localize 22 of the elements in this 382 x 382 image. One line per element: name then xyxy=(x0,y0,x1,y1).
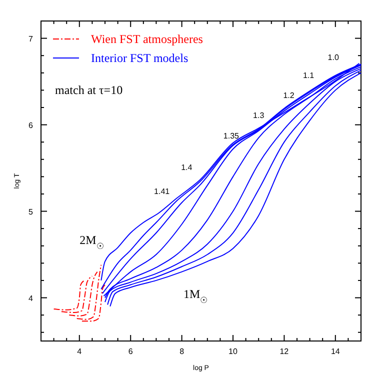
x-tick-label: 8 xyxy=(180,347,185,356)
y-tick-label: 7 xyxy=(28,34,34,44)
annotation: 1.35 xyxy=(223,132,240,141)
legend-label: Interior FST models xyxy=(91,51,188,65)
annotation: 1.41 xyxy=(154,186,170,196)
x-tick-label: 10 xyxy=(228,347,238,356)
y-tick-label: 5 xyxy=(28,207,34,216)
annotation: 1.4 xyxy=(181,162,193,172)
x-tick-label: 6 xyxy=(128,347,134,356)
x-tick-label: 14 xyxy=(330,347,340,356)
annotation: 1.0 xyxy=(328,52,340,62)
annotation: 2M$_{☉}$ xyxy=(80,233,104,251)
annotation: 1M$_{☉}$ xyxy=(184,286,208,304)
y-tick-label: 4 xyxy=(28,294,34,303)
y-tick-label: 6 xyxy=(28,120,34,130)
annotation: match at τ=10 xyxy=(55,83,123,97)
annotation: 1.1 xyxy=(302,71,315,80)
x-tick-label: 4 xyxy=(77,347,82,356)
annotation: 1.2 xyxy=(283,90,295,100)
annotation: 1.3 xyxy=(253,110,265,120)
x-tick-label: 12 xyxy=(280,347,290,356)
legend-label: Wien FST atmospheres xyxy=(91,32,204,46)
